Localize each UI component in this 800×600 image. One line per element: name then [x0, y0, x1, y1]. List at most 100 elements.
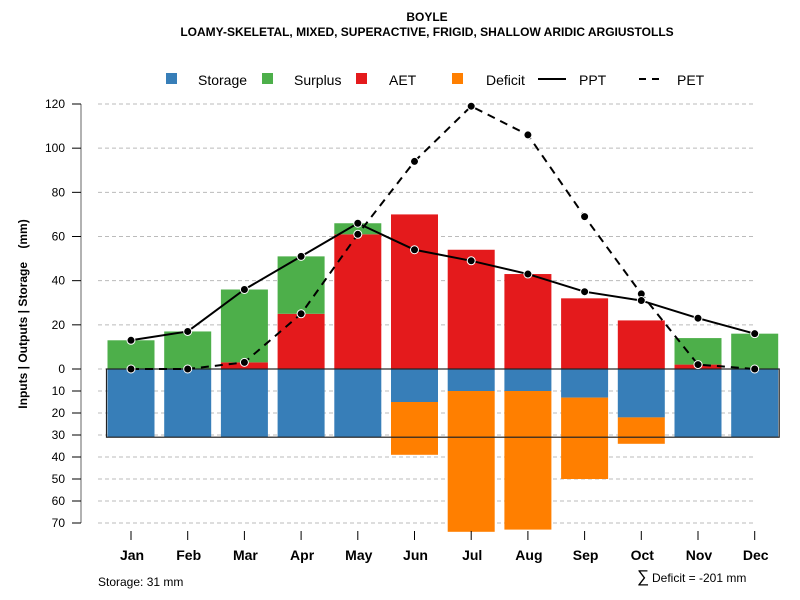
- point-pet: [353, 229, 363, 239]
- y-tick-label: 20: [52, 318, 66, 332]
- bar-aet-may: [334, 234, 382, 369]
- chart-title: BOYLE: [406, 10, 447, 24]
- point-ppt: [636, 296, 646, 306]
- bar-storage-nov: [674, 369, 722, 438]
- bar-storage-jan: [107, 369, 155, 438]
- bar-deficit-jul: [447, 391, 495, 532]
- chart-subtitle: LOAMY-SKELETAL, MIXED, SUPERACTIVE, FRIG…: [180, 25, 673, 39]
- point-pet: [523, 130, 533, 140]
- x-tick-label: Jun: [403, 547, 428, 563]
- bar-storage-jun: [391, 369, 438, 402]
- y-tick-label: 0: [58, 362, 65, 376]
- sum-symbol: ∑: [637, 567, 649, 586]
- point-ppt: [750, 329, 760, 339]
- legend-label: Deficit: [486, 72, 525, 88]
- bar-aet-oct: [617, 320, 665, 369]
- y-tick-label: 60: [52, 230, 66, 244]
- x-tick-label: Feb: [176, 547, 201, 563]
- bar-storage-dec: [731, 369, 779, 438]
- point-ppt: [580, 287, 590, 297]
- bar-storage-aug: [504, 369, 552, 391]
- bar-aet-jun: [391, 214, 438, 369]
- legend-item-deficit: Deficit: [452, 72, 525, 88]
- x-tick-label: Apr: [290, 547, 315, 563]
- point-ppt: [466, 256, 476, 266]
- x-tick-label: Oct: [631, 547, 655, 563]
- bar-storage-mar: [220, 369, 268, 438]
- point-ppt: [296, 251, 306, 261]
- bar-surplus-feb: [164, 331, 212, 369]
- y-tick-label: 80: [52, 185, 66, 199]
- point-pet: [466, 101, 476, 111]
- y-tick-label: 100: [45, 141, 65, 155]
- legend-swatch-surplus: [262, 73, 273, 84]
- storage-capacity-outline: [105, 368, 780, 438]
- y-tick-label: 60: [52, 494, 66, 508]
- legend-item-pet: PET: [639, 72, 705, 88]
- point-ppt: [523, 269, 533, 279]
- bar-surplus-may: [334, 223, 382, 235]
- bar-aet-sep: [561, 298, 609, 369]
- x-tick-label: Jan: [120, 547, 144, 563]
- y-tick-label: 10: [52, 384, 66, 398]
- legend-swatch-deficit: [452, 73, 463, 84]
- point-ppt: [239, 285, 249, 294]
- bar-storage-jul: [447, 369, 495, 391]
- deficit-note: Deficit = -201 mm: [652, 571, 746, 585]
- point-pet: [693, 360, 703, 370]
- x-tick-label: Jul: [462, 547, 482, 563]
- point-pet: [126, 364, 136, 374]
- line-ppt: [130, 222, 755, 342]
- legend-item-surplus: Surplus: [262, 72, 341, 88]
- y-tick-label: 70: [52, 516, 66, 530]
- x-tick-label: Nov: [686, 547, 713, 563]
- bar-surplus-dec: [731, 333, 779, 369]
- y-tick-label: 50: [52, 472, 66, 486]
- point-pet: [410, 156, 419, 166]
- legend-item-storage: Storage: [166, 72, 247, 88]
- point-pet: [296, 309, 306, 319]
- point-ppt: [183, 326, 193, 336]
- y-tick-label: 40: [52, 450, 66, 464]
- legend-swatch-storage: [166, 73, 177, 84]
- point-pet: [750, 364, 760, 374]
- legend-label: PPT: [579, 72, 607, 88]
- bar-storage-feb: [164, 369, 212, 438]
- legend-item-ppt: PPT: [538, 72, 607, 88]
- bar-aet-apr: [277, 313, 325, 369]
- legend: Storage Surplus AET Deficit PPT PET: [166, 72, 705, 88]
- point-ppt: [126, 335, 136, 345]
- legend-item-aet: AET: [356, 72, 417, 88]
- bar-aet-jul: [447, 249, 495, 369]
- y-tick-label: 20: [52, 406, 66, 420]
- point-ppt: [410, 245, 419, 255]
- y-tick-label: 40: [52, 274, 66, 288]
- legend-label: AET: [389, 72, 417, 88]
- point-pet: [580, 212, 590, 222]
- y-tick-label: 30: [52, 428, 66, 442]
- bar-storage-sep: [561, 369, 609, 398]
- line-pet: [131, 104, 755, 370]
- bar-deficit-jun: [391, 402, 438, 455]
- bars: [105, 214, 780, 532]
- legend-swatch-aet: [356, 73, 367, 84]
- point-pet: [239, 357, 249, 367]
- x-tick-label: Mar: [233, 547, 258, 563]
- axes: 0 20 40 60 80 100 120 10 20 30 40 50 60 70 Jan Feb Mar Ap…: [45, 97, 769, 563]
- bar-storage-apr: [277, 369, 325, 438]
- bar-aet-aug: [504, 274, 552, 369]
- bar-storage-oct: [617, 369, 665, 418]
- y-tick-label: 120: [45, 97, 65, 111]
- legend-label: PET: [677, 72, 705, 88]
- x-tick-label: May: [345, 547, 372, 563]
- bar-deficit-oct: [617, 417, 665, 444]
- x-tick-label: Sep: [573, 547, 599, 563]
- bar-storage-may: [334, 369, 382, 438]
- x-tick-label: Aug: [515, 547, 542, 563]
- legend-label: Storage: [198, 72, 247, 88]
- bar-surplus-jan: [107, 340, 155, 369]
- lines: [126, 101, 760, 374]
- y-axis-label: Inputs | Outputs | Storage (mm): [16, 219, 30, 408]
- point-ppt: [353, 218, 363, 228]
